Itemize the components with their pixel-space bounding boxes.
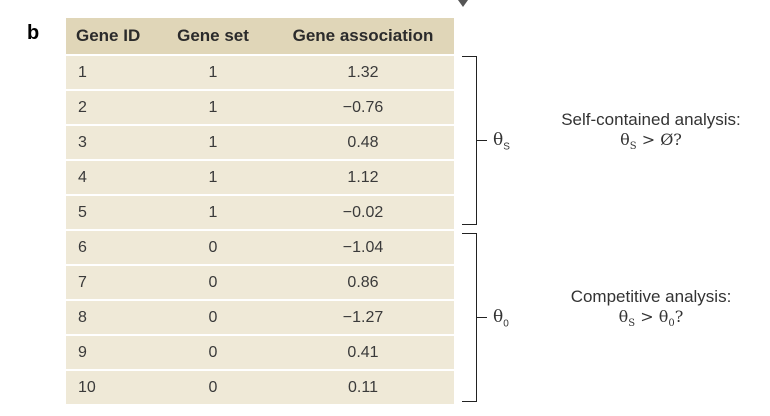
- cell-gene-set: 1: [208, 168, 218, 186]
- table-row: 7 0 0.86: [66, 264, 454, 299]
- header-gene-set: Gene set: [177, 26, 249, 45]
- theta-s-label: θS: [493, 130, 510, 153]
- cell-gene-id: 8: [78, 308, 87, 326]
- top-arrow-marker: [458, 0, 468, 7]
- cell-gene-set: 0: [208, 273, 218, 291]
- cell-gene-set: 1: [208, 63, 218, 81]
- header-gene-association: Gene association: [292, 26, 434, 45]
- cell-gene-set: 1: [208, 98, 218, 116]
- table-row: 10 0 0.11: [66, 369, 454, 404]
- self-contained-analysis: Self-contained analysis: θS > Ø?: [551, 110, 751, 157]
- cell-gene-set: 1: [208, 133, 218, 151]
- cell-gene-id: 5: [78, 203, 87, 221]
- table-row: 3 1 0.48: [66, 124, 454, 159]
- theta-0-label: θ0: [493, 307, 509, 330]
- cell-gene-id: 2: [78, 98, 87, 116]
- cell-gene-id: 10: [78, 378, 96, 396]
- cell-gene-association: −1.27: [342, 308, 384, 326]
- cell-gene-association: 0.41: [347, 343, 379, 361]
- cell-gene-set: 0: [208, 238, 218, 256]
- cell-gene-association: 0.86: [347, 273, 379, 291]
- cell-gene-id: 6: [78, 238, 87, 256]
- bracket-background-set-tick: [477, 317, 487, 318]
- cell-gene-association: 1.32: [347, 63, 379, 81]
- bracket-gene-set: [462, 56, 477, 225]
- cell-gene-set: 1: [208, 203, 218, 221]
- header-gene-id: Gene ID: [76, 26, 141, 45]
- self-contained-hypothesis: θS > Ø?: [620, 130, 682, 153]
- gene-table: Gene ID Gene set Gene association 1 1 1.32…: [66, 18, 454, 404]
- panel-letter: b: [27, 22, 40, 44]
- table-row: 8 0 −1.27: [66, 299, 454, 334]
- competitive-title: Competitive analysis:: [570, 287, 732, 306]
- table-row: 1 1 1.32: [66, 54, 454, 89]
- cell-gene-id: 9: [78, 343, 87, 361]
- competitive-hypothesis: θS > θ0?: [618, 307, 684, 330]
- table-header: Gene ID Gene set Gene association: [66, 18, 454, 54]
- cell-gene-set: 0: [208, 308, 218, 326]
- cell-gene-set: 0: [208, 343, 218, 361]
- cell-gene-association: −1.04: [342, 238, 384, 256]
- cell-gene-id: 1: [78, 63, 87, 81]
- cell-gene-association: −0.76: [342, 98, 384, 116]
- cell-gene-association: 1.12: [347, 168, 379, 186]
- competitive-analysis: Competitive analysis: θS > θ0?: [551, 287, 751, 334]
- table-row: 4 1 1.12: [66, 159, 454, 194]
- table-row: 5 1 −0.02: [66, 194, 454, 229]
- cell-gene-association: 0.48: [347, 133, 379, 151]
- table-row: 2 1 −0.76: [66, 89, 454, 124]
- cell-gene-association: −0.02: [342, 203, 384, 221]
- bracket-gene-set-tick: [477, 140, 487, 141]
- cell-gene-id: 3: [78, 133, 87, 151]
- table-row: 6 0 −1.04: [66, 229, 454, 264]
- cell-gene-set: 0: [208, 378, 218, 396]
- cell-gene-id: 4: [78, 168, 87, 186]
- cell-gene-id: 7: [78, 273, 87, 291]
- cell-gene-association: 0.11: [348, 378, 378, 396]
- bracket-background-set: [462, 233, 477, 402]
- table-row: 9 0 0.41: [66, 334, 454, 369]
- self-contained-title: Self-contained analysis:: [561, 110, 741, 129]
